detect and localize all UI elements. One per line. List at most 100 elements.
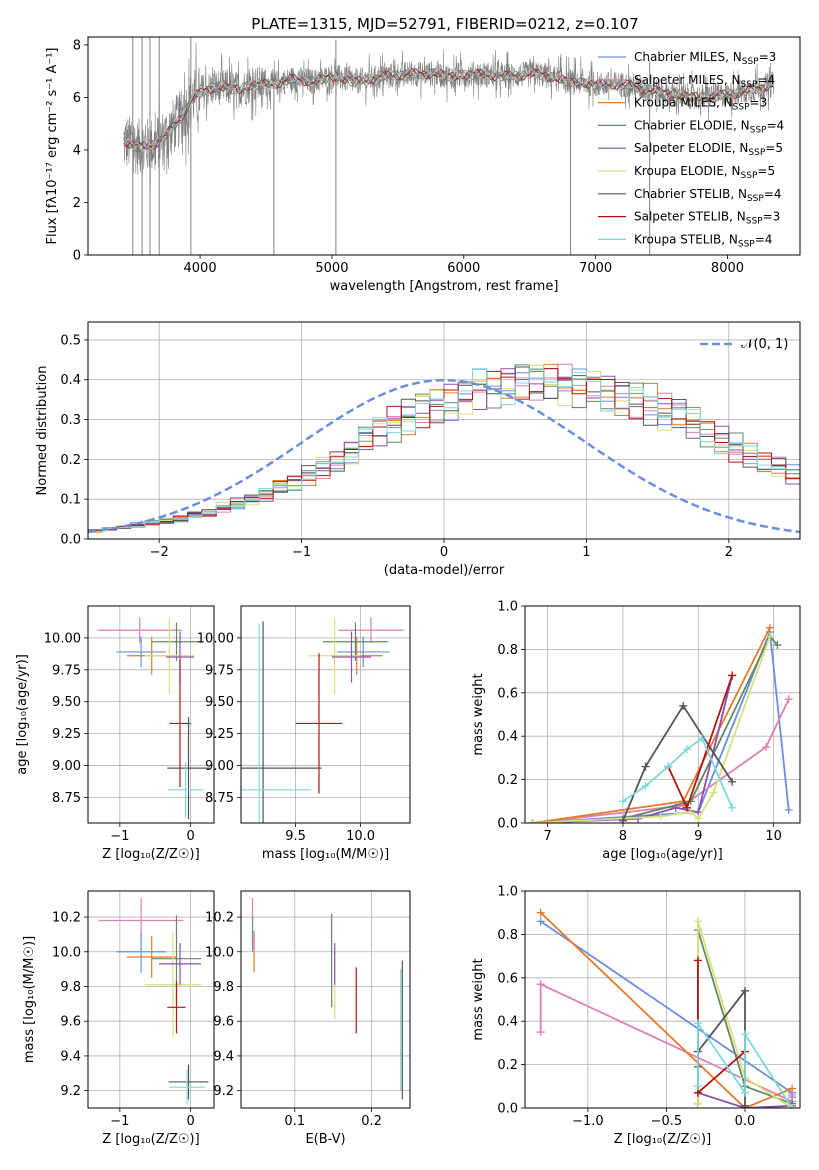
x-axis-label: E(B-V): [305, 1132, 345, 1147]
legend-entry: Salpeter ELODIE, NSSP=5: [634, 141, 783, 158]
x-axis-label: Z [log₁₀(Z/Z☉)]: [614, 1132, 711, 1147]
y-tick-label: 8.75: [52, 791, 81, 806]
x-tick-label: −1: [110, 829, 129, 844]
weight-marker: [741, 1088, 749, 1097]
y-tick-label: 0.2: [497, 773, 518, 788]
y-tick-label: 9.00: [205, 759, 234, 774]
weight-marker: [788, 1104, 797, 1108]
weight-marker: [656, 812, 665, 821]
weight-marker: [679, 701, 688, 710]
y-tick-label: 2: [73, 196, 81, 211]
y-tick-label: 1.0: [497, 600, 518, 615]
weight-marker: [536, 980, 545, 989]
legend-entry: Chabrier MILES, NSSP=3: [634, 50, 776, 67]
y-tick-label: 9.2: [213, 1084, 234, 1099]
legend-suffix: =3: [759, 50, 777, 64]
axes-frame: [87, 605, 215, 824]
x-tick-label: 0.1: [284, 1114, 305, 1129]
weight-marker: [693, 1019, 702, 1028]
figure-title: PLATE=1315, MJD=52791, FIBERID=0212, z=0…: [251, 15, 638, 33]
y-tick-label: 0.0: [497, 1102, 518, 1117]
axes-frame: [240, 890, 411, 1109]
y-tick-label: 9.50: [52, 695, 81, 710]
y-tick-label: 0.5: [60, 333, 81, 348]
x-tick-label: 2: [725, 545, 733, 560]
y-tick-label: 9.6: [213, 1015, 234, 1030]
x-tick-label: 7000: [579, 261, 612, 276]
x-tick-label: 0: [186, 1114, 194, 1129]
legend-subscript: SSP: [747, 194, 764, 204]
plot-area: [528, 623, 793, 823]
legend-suffix: =5: [765, 141, 783, 155]
y-axis-label: mass [log₁₀(M/M☉)]: [22, 936, 37, 1063]
weight-marker: [641, 762, 650, 771]
x-tick-label: 8: [619, 829, 627, 844]
y-tick-label: 10.0: [52, 945, 81, 960]
weight-marker: [641, 782, 650, 791]
plot-area: [536, 908, 797, 1108]
x-tick-label: 5000: [315, 261, 348, 276]
legend-subscript: SSP: [741, 80, 758, 90]
y-tick-label: 6: [73, 91, 81, 106]
model-spectrum-kroupa-miles: [123, 67, 774, 152]
y-tick-label: 0.4: [60, 373, 81, 388]
legend-suffix: =3: [763, 210, 781, 224]
histogram-salpeter-stelib: [88, 368, 800, 539]
weight-line-salpeter-stelib: [667, 675, 734, 811]
y-tick-label: 0.1: [60, 493, 81, 508]
histogram-salpeter-elodie: [88, 368, 800, 539]
weight-marker: [536, 1028, 545, 1037]
legend-subscript: SSP: [741, 171, 758, 181]
legend-entry: Kroupa MILES, NSSP=3: [634, 96, 767, 113]
x-axis-label: (data-model)/error: [384, 563, 505, 578]
x-tick-label: 6000: [447, 261, 480, 276]
weight-marker: [682, 803, 691, 812]
weight-line-chabrier-miles: [532, 631, 790, 823]
legend-subscript: SSP: [738, 239, 755, 249]
legend-suffix: =3: [750, 96, 768, 110]
weight-marker: [788, 1084, 797, 1093]
legend-label: Kroupa STELIB, N: [634, 232, 738, 246]
legend-entry: Salpeter STELIB, NSSP=3: [634, 210, 780, 227]
weight-marker: [765, 632, 774, 641]
y-tick-label: 1.0: [497, 885, 518, 900]
plot-area: [98, 897, 209, 1105]
y-tick-label: 0.8: [497, 928, 518, 943]
y-tick-label: 10.00: [197, 631, 234, 646]
weight-marker: [741, 1030, 749, 1039]
x-tick-label: 7: [543, 829, 551, 844]
legend-entry: Chabrier ELODIE, NSSP=4: [634, 118, 784, 135]
x-tick-label: 9.5: [285, 829, 306, 844]
y-tick-label: 9.6: [60, 1015, 81, 1030]
plot-area: [97, 617, 210, 820]
y-tick-label: 10.0: [205, 945, 234, 960]
x-tick-label: −0.5: [651, 1114, 683, 1129]
weight-line-kroupa-stelib: [622, 737, 734, 809]
weight-line-chabrier-elodie: [532, 634, 779, 823]
legend-label: Chabrier ELODIE, N: [634, 118, 750, 132]
legend-suffix: =4: [766, 118, 784, 132]
weight-marker: [682, 745, 691, 754]
legend-suffix: =4: [764, 187, 782, 201]
y-tick-label: 0.4: [497, 1015, 518, 1030]
weight-marker: [694, 814, 703, 823]
gaussian-curve: [88, 378, 800, 534]
weight-line-kroupa-elodie: [532, 636, 771, 823]
panel-residuals: −2 −1 0 1 2 0.0 0.1 0.2 0.3 0.4 0.5 (data-model)/er…: [35, 321, 801, 578]
y-tick-label: 10.2: [52, 911, 81, 926]
weight-marker: [693, 1099, 702, 1108]
legend-entry: 𝒩(0, 1): [741, 337, 788, 352]
weight-marker: [671, 803, 680, 812]
x-axis-label: Z [log₁₀(Z/Z☉)]: [102, 1132, 199, 1147]
y-tick-label: 9.50: [205, 695, 234, 710]
y-tick-label: 0.6: [497, 971, 518, 986]
y-axis-label: mass weight: [471, 673, 486, 755]
weight-marker: [728, 777, 737, 786]
weight-marker: [784, 695, 793, 704]
x-axis-label: mass [log₁₀(M/M☉)]: [262, 847, 389, 862]
x-tick-label: 9: [694, 829, 702, 844]
y-tick-label: 0: [73, 249, 81, 264]
panel-age_vs_mass: 9.5 10.0 8.75 9.00 9.25 9.50 9.75 10.00 mass [lo…: [197, 605, 411, 862]
y-tick-label: 0.4: [497, 730, 518, 745]
